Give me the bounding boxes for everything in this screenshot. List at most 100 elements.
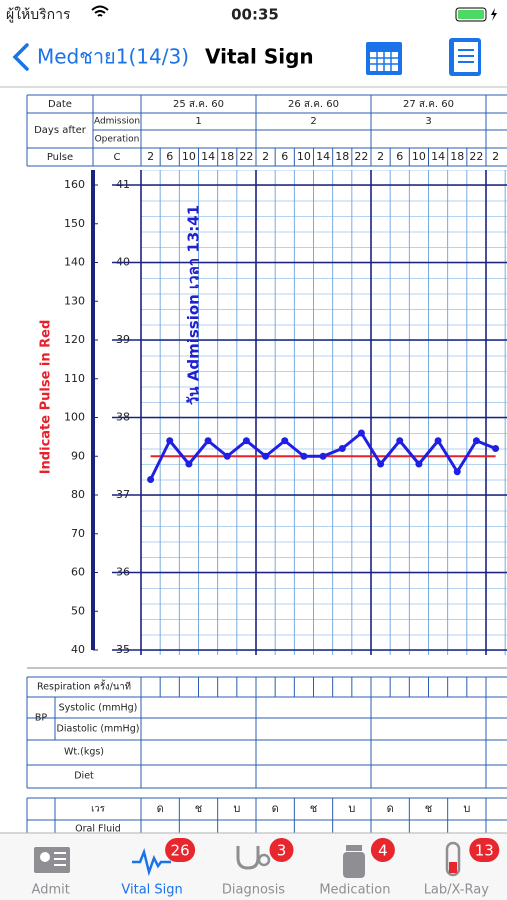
minor-grid	[141, 170, 507, 655]
tab[interactable]: Lab/X-Ray 13	[424, 838, 500, 898]
y2-tick-label: 140	[64, 256, 85, 269]
time-cell: 2	[147, 150, 154, 163]
notebook-lines	[458, 49, 474, 63]
row-label: BP	[35, 713, 48, 724]
date-cell: 25 ส.ค. 60	[173, 99, 224, 110]
battery-level	[458, 10, 484, 19]
tab-label: Admit	[32, 883, 70, 898]
data-point	[300, 452, 308, 460]
shift-cell: ช	[310, 802, 317, 815]
admit-icon-face	[40, 852, 50, 862]
admission-day: 2	[310, 116, 316, 127]
data-point	[204, 437, 212, 445]
time-cell: 22	[239, 150, 253, 163]
tab[interactable]: Medication 4	[319, 838, 395, 898]
y2-tick-label: 40	[71, 643, 85, 656]
tube-icon	[445, 841, 461, 877]
data-point	[434, 437, 442, 445]
nav-title: Vital Sign	[205, 45, 314, 69]
header-label: C	[114, 152, 121, 163]
time-cell: 14	[316, 150, 330, 163]
time-cell: 6	[166, 150, 173, 163]
shift-cell: ด	[387, 802, 394, 815]
data-point	[396, 437, 404, 445]
y2-tick-label: 60	[71, 566, 85, 579]
data-point	[147, 476, 155, 483]
y2-tick-label: 70	[71, 527, 85, 540]
row-label: Wt.(kgs)	[64, 747, 104, 758]
data-point	[492, 445, 500, 452]
data-point	[185, 460, 193, 468]
badge-count: 3	[277, 842, 287, 860]
row-label: Oral Fluid	[75, 824, 121, 835]
clock: 00:35	[231, 6, 279, 24]
time-cell: 10	[182, 150, 196, 163]
header-label: Date	[48, 99, 72, 110]
time-cell: 2	[492, 150, 499, 163]
header-label: Operation	[95, 135, 140, 145]
tab-icons	[34, 841, 461, 878]
time-cell: 22	[469, 150, 483, 163]
time-cell: 14	[431, 150, 445, 163]
row-label: Systolic (mmHg)	[59, 703, 138, 714]
data-point	[415, 460, 423, 468]
time-cell: 6	[281, 150, 288, 163]
tab[interactable]: Admit	[32, 883, 70, 898]
badge-count: 13	[475, 842, 494, 860]
tab-label: Diagnosis	[222, 883, 285, 898]
calendar-grid	[370, 52, 398, 71]
y2-tick-label: 50	[71, 604, 85, 617]
medication-icon	[343, 852, 365, 878]
tab[interactable]: Vital Sign 26	[121, 838, 196, 898]
admission-day: 3	[425, 116, 431, 127]
tube-fill	[449, 862, 457, 873]
data-point	[166, 437, 174, 445]
calendar-button[interactable]	[366, 42, 402, 75]
date-cell: 27 ส.ค. 60	[403, 99, 454, 110]
battery	[455, 7, 487, 22]
badge	[269, 838, 294, 862]
tab-label: Lab/X-Ray	[424, 883, 490, 898]
badge-count: 4	[378, 842, 388, 860]
y2-tick-label: 150	[64, 217, 85, 230]
header-label: Admission	[94, 117, 140, 127]
data-point	[223, 452, 231, 460]
back-button[interactable]: Medชาย1(14/3)	[12, 43, 189, 71]
time-cell: 2	[262, 150, 269, 163]
badge	[370, 838, 395, 862]
y2-tick-label: 120	[64, 333, 85, 346]
time-cell: 14	[201, 150, 215, 163]
date-cell: 26 ส.ค. 60	[288, 99, 339, 110]
data-point	[453, 468, 461, 476]
time-cell: 18	[450, 150, 464, 163]
time-cell: 10	[297, 150, 311, 163]
row-label: Respiration ครั้ง/นาที	[37, 680, 131, 693]
shift-cell: บ	[348, 802, 355, 815]
row-label: Diet	[74, 771, 94, 782]
time-cell: 10	[412, 150, 426, 163]
time-cell: 18	[335, 150, 349, 163]
y2-tick-label: 130	[64, 294, 85, 307]
tab-label: Vital Sign	[121, 883, 182, 898]
admission-day: 1	[195, 116, 201, 127]
time-cell: 6	[396, 150, 403, 163]
y2-tick-label: 80	[71, 488, 85, 501]
charging-icon	[491, 8, 497, 21]
header-label: Days after	[34, 125, 87, 136]
shift-cell: ด	[157, 802, 164, 815]
tab-label: Medication	[319, 883, 390, 898]
data-point	[319, 452, 327, 460]
tab[interactable]: Diagnosis 3	[222, 838, 294, 898]
data-point	[357, 429, 365, 437]
y-axis-title: Indicate Pulse in Red	[39, 320, 54, 475]
shift-cell: ช	[195, 802, 202, 815]
back-chevron	[12, 43, 29, 71]
admit-icon-lines	[54, 852, 66, 866]
row-label: Diastolic (mmHg)	[57, 724, 140, 735]
annotation: วัน Admission เวลา 13:41	[185, 205, 203, 405]
data-point	[281, 437, 289, 445]
medication-cap	[346, 845, 362, 851]
notebook-button[interactable]	[449, 38, 481, 76]
shift-cell: ด	[272, 802, 279, 815]
